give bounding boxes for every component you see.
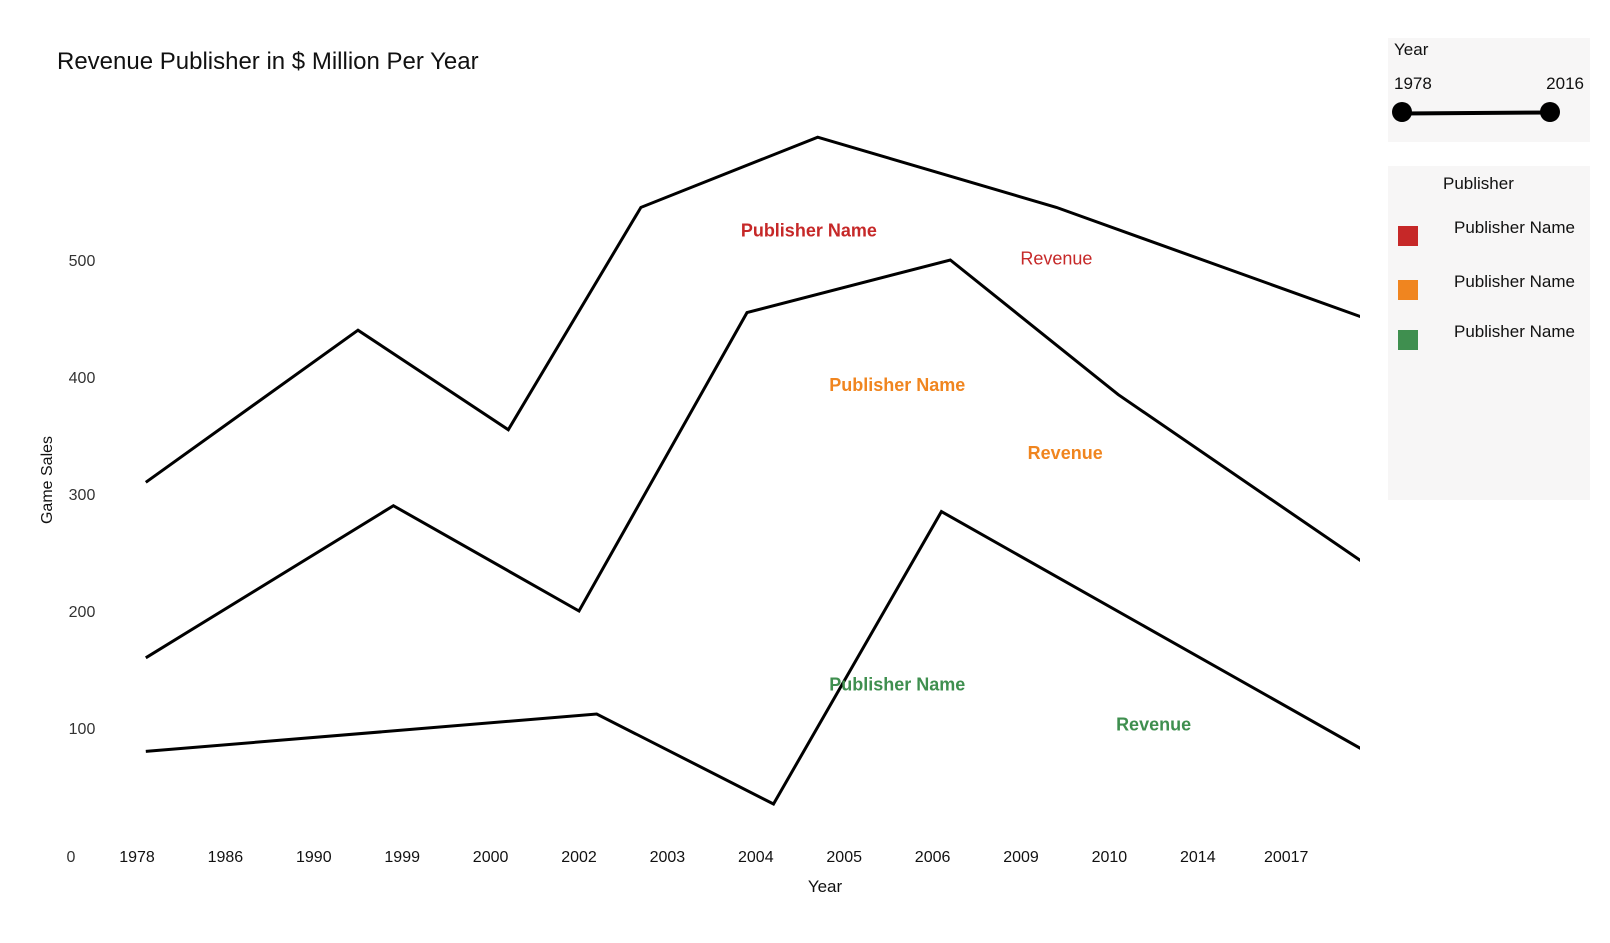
x-tick-label: 2010 <box>1092 849 1128 866</box>
legend-swatch <box>1398 330 1418 350</box>
year-filter-min: 1978 <box>1394 74 1432 93</box>
series-line <box>144 135 1360 484</box>
x-tick-label: 1990 <box>296 849 332 866</box>
y-origin-label: 0 <box>67 849 76 866</box>
x-tick-label: 1978 <box>119 849 155 866</box>
legend-item[interactable]: Publisher Name <box>1398 322 1590 350</box>
x-tick-label: 2000 <box>473 849 509 866</box>
year-filter-label: Year <box>1394 40 1429 59</box>
series-line <box>145 509 1360 806</box>
year-filter-max: 2016 <box>1546 74 1584 93</box>
legend-item[interactable]: Publisher Name <box>1398 272 1590 300</box>
y-tick-label: 300 <box>69 487 96 504</box>
legend-swatch <box>1398 280 1418 300</box>
y-tick-label: 100 <box>69 721 96 738</box>
x-axis-label: Year <box>808 877 843 896</box>
x-tick-label: 20017 <box>1264 849 1309 866</box>
x-tick-label: 2004 <box>738 849 774 866</box>
year-filter-panel: Year 1978 2016 <box>1388 38 1590 142</box>
series-line <box>145 258 1360 660</box>
year-range-start-handle[interactable] <box>1392 102 1412 122</box>
series-annotation: Revenue <box>1116 714 1191 734</box>
series-annotation: Publisher Name <box>829 375 965 395</box>
page-title: Revenue Publisher in $ Million Per Year <box>57 48 479 75</box>
x-tick-label: 1986 <box>208 849 244 866</box>
x-tick-label: 2006 <box>915 849 951 866</box>
x-tick-label: 2014 <box>1180 849 1216 866</box>
y-tick-label: 400 <box>69 370 96 387</box>
y-tick-label: 200 <box>69 604 96 621</box>
legend-item-label: Publisher Name <box>1454 322 1575 341</box>
x-tick-label: 1999 <box>384 849 420 866</box>
y-tick-label: 500 <box>69 253 96 270</box>
legend: Publisher Publisher Name Publisher Name … <box>1388 166 1590 500</box>
series-annotation: Revenue <box>1028 443 1103 463</box>
x-tick-label: 2005 <box>826 849 862 866</box>
legend-title: Publisher <box>1443 174 1514 193</box>
legend-item[interactable]: Publisher Name <box>1398 218 1590 246</box>
series-annotation: Publisher Name <box>741 221 877 241</box>
x-tick-label: 2003 <box>650 849 686 866</box>
x-tick-label: 2002 <box>561 849 597 866</box>
x-tick-label: 2009 <box>1003 849 1039 866</box>
legend-item-label: Publisher Name <box>1454 218 1575 237</box>
legend-swatch <box>1398 226 1418 246</box>
series-annotation: Revenue <box>1020 249 1092 269</box>
series-annotation: Publisher Name <box>829 675 965 695</box>
year-range-end-handle[interactable] <box>1540 102 1560 122</box>
line-chart: Game Sales Year 0 500 400 300 200 100 1978 19… <box>39 135 1360 896</box>
year-range-track[interactable] <box>1401 110 1553 116</box>
legend-item-label: Publisher Name <box>1454 272 1575 291</box>
y-axis-label: Game Sales <box>39 436 56 524</box>
